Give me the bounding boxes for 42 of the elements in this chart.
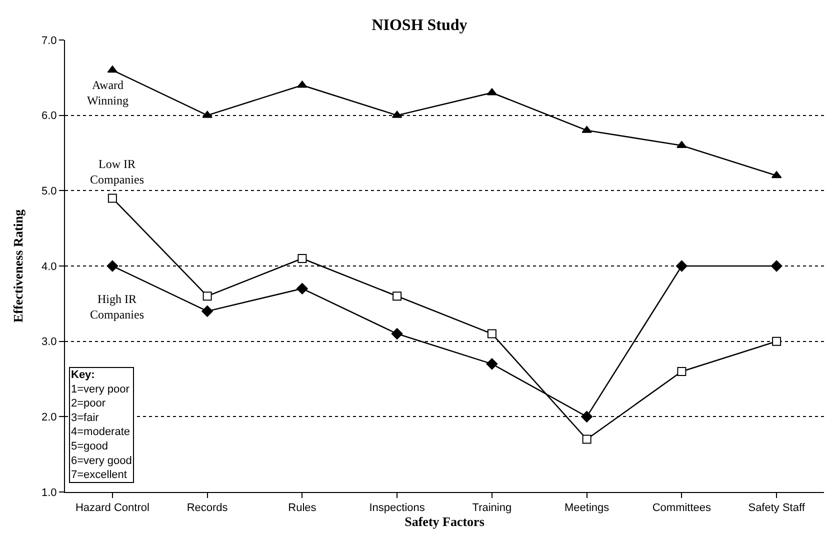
point: [486, 358, 498, 370]
y-tick-label: 2.0: [42, 412, 57, 424]
series-label: Low IR Companies: [90, 157, 144, 187]
point: [297, 80, 308, 88]
annotation: Key: 1=very poor 2=poor 3=fair 4=moderate 5=good 6=very good 7=excellent: [71, 369, 132, 482]
x-tick-label: Inspections: [369, 502, 426, 514]
x-tick-label: Committees: [652, 502, 712, 514]
point: [392, 292, 402, 301]
x-tick-label: Hazard Control: [75, 502, 150, 514]
y-tick-label: 5.0: [42, 186, 57, 198]
point: [676, 260, 688, 272]
point: [108, 194, 117, 203]
point: [677, 366, 686, 376]
point: [582, 126, 592, 133]
x-axis-title: Safety Factors: [404, 514, 484, 530]
y-tick-label: 1.0: [42, 486, 57, 499]
point: [298, 254, 307, 263]
x-tick-label: Rules: [288, 502, 317, 514]
point: [582, 434, 592, 444]
y-axis-title: Effectiveness Rating: [10, 209, 26, 323]
point: [770, 260, 782, 272]
series-label: Award Winning: [87, 78, 129, 108]
series-label: High IR Companies: [90, 292, 144, 322]
x-tick-label: Safety Staff: [748, 502, 806, 514]
point: [581, 410, 593, 422]
y-tick-label: 4.0: [42, 260, 57, 273]
point: [202, 306, 214, 317]
x-tick-label: Training: [472, 502, 512, 514]
y-tick-label: 6.0: [42, 110, 57, 122]
x-tick-label: Records: [186, 502, 228, 514]
point: [296, 282, 308, 294]
point: [487, 329, 496, 338]
x-tick-label: Meetings: [564, 502, 610, 514]
point: [202, 110, 212, 118]
point: [202, 292, 212, 301]
point: [106, 260, 118, 272]
y-tick-label: 3.0: [42, 336, 57, 348]
point: [676, 140, 687, 148]
point: [391, 328, 403, 340]
chart-title: NIOSH Study: [372, 16, 468, 34]
y-tick-label: 7.0: [42, 34, 57, 47]
point: [772, 336, 782, 346]
